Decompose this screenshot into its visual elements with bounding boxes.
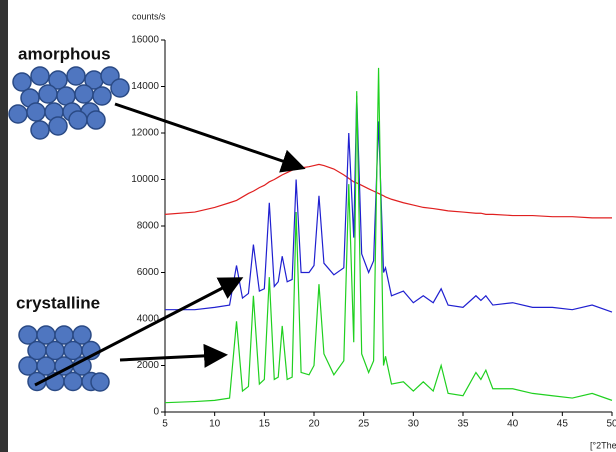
particle [12, 72, 32, 92]
particle-drawings [8, 66, 130, 392]
particle [110, 78, 130, 98]
particle [74, 84, 94, 104]
x-tick-label: 35 [457, 419, 469, 430]
y-tick-label: 4000 [137, 314, 160, 325]
arrow [114, 102, 306, 173]
x-tick-label: 5 [162, 419, 168, 430]
x-tick-label: 30 [408, 419, 420, 430]
particle [26, 102, 46, 122]
x-tick-label: 40 [507, 419, 519, 430]
x-tick-label: 20 [308, 419, 320, 430]
series-line [165, 95, 613, 313]
particle [72, 325, 92, 345]
y-tick-label: 0 [153, 407, 159, 418]
x-tick-label: 45 [557, 419, 569, 430]
x-tick-label: 10 [209, 419, 221, 430]
arrow [119, 343, 228, 368]
arrows [34, 102, 306, 387]
annotation: crystalline [16, 293, 100, 312]
series-line [164, 67, 613, 404]
particle [38, 84, 58, 104]
x-tick-label: 25 [358, 419, 370, 430]
y-tick-label: 12000 [131, 128, 159, 139]
particle [86, 110, 106, 130]
x-tick-label: 15 [259, 419, 271, 430]
particle [90, 372, 110, 392]
y-tick-label: 10000 [131, 174, 159, 185]
x-tick-label: 50 [606, 419, 616, 430]
particle [48, 70, 68, 90]
particle [8, 104, 28, 124]
particle [63, 371, 83, 392]
y-tick-label: 16000 [131, 35, 159, 46]
y-tick-label: 6000 [137, 267, 160, 278]
y-tick-label: 2000 [137, 360, 160, 371]
y-axis-label: counts/s [132, 11, 166, 21]
left-strip [0, 0, 8, 452]
y-tick-label: 8000 [137, 221, 160, 232]
particle [30, 120, 50, 140]
annotation: amorphous [18, 44, 111, 63]
arrow [34, 277, 244, 387]
particle [66, 66, 86, 86]
particle [92, 86, 112, 106]
particle [48, 116, 68, 136]
particle [30, 66, 50, 86]
particle [68, 110, 88, 130]
series-line [164, 163, 612, 219]
y-tick-label: 14000 [131, 81, 159, 92]
x-axis-label: [°2The [590, 440, 616, 450]
